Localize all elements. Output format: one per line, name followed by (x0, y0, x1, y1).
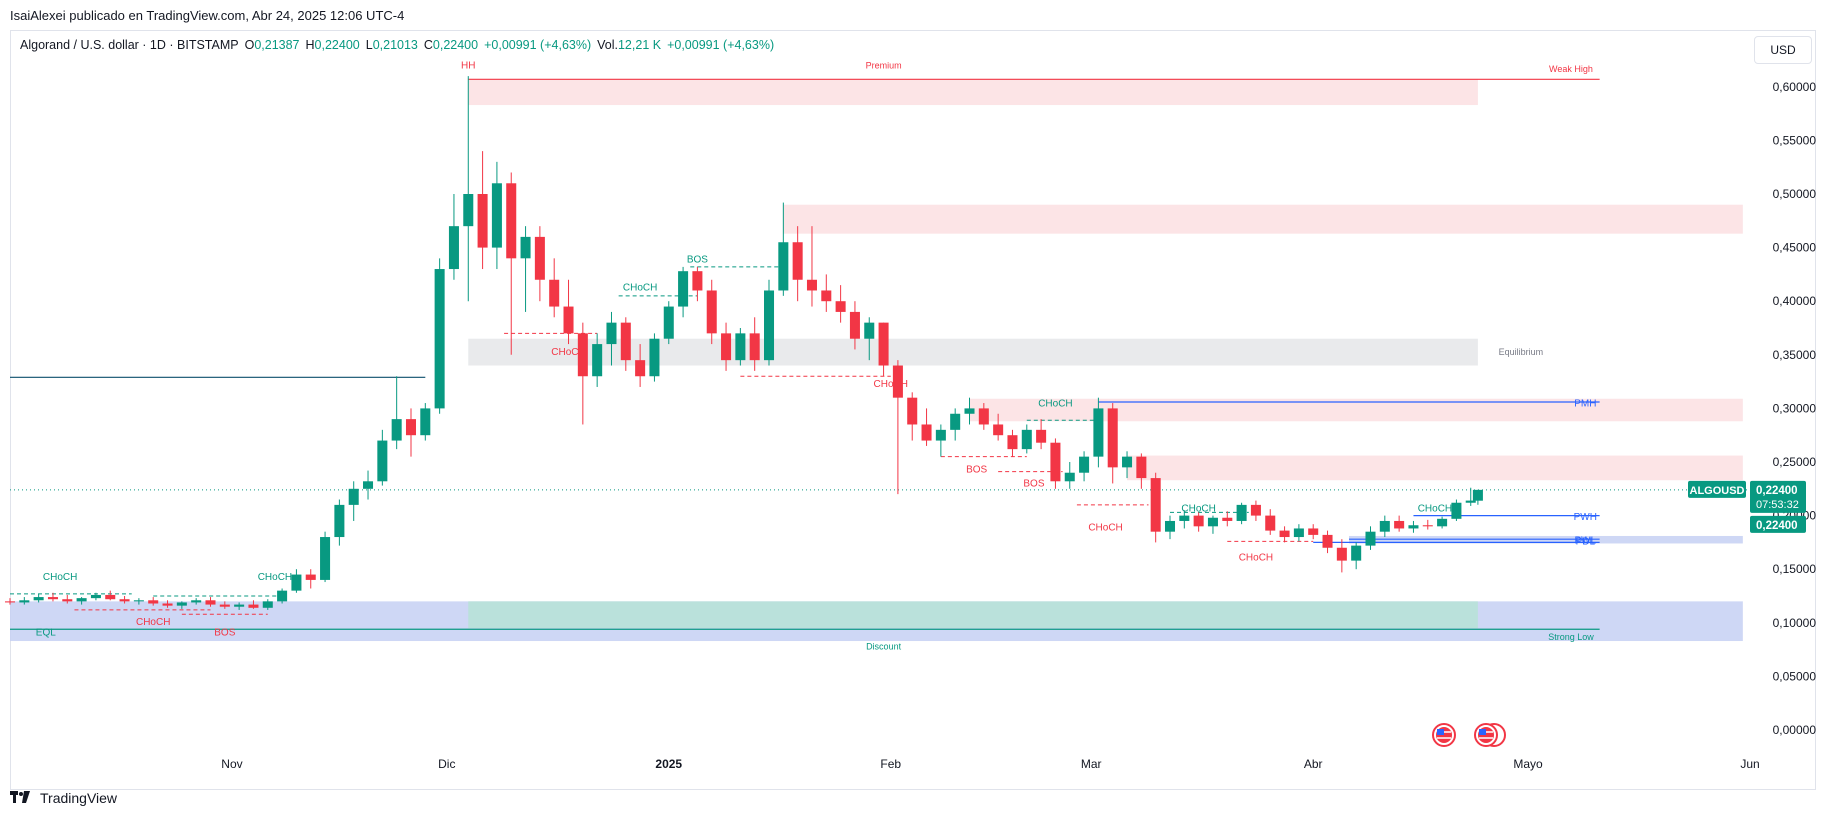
vol-value: 12,21 K (617, 38, 662, 52)
high-label: H (305, 38, 315, 52)
currency-button[interactable]: USD (1754, 36, 1812, 64)
symbol-legend: Algorand / U.S. dollar · 1D · BITSTAMP O… (20, 38, 774, 52)
close-label: C (423, 38, 433, 52)
publisher-line: IsaiAlexei publicado en TradingView.com,… (10, 8, 405, 23)
tradingview-logo-icon (10, 791, 30, 803)
symbol-title[interactable]: Algorand / U.S. dollar · 1D · BITSTAMP (20, 38, 239, 52)
low-value: 0,21013 (372, 38, 418, 52)
close-value: 0,22400 (432, 38, 479, 52)
chart-panel (10, 30, 1816, 790)
vol-label: Vol. (597, 38, 618, 52)
vol-change-value: +0,00991 (+4,63%) (667, 38, 775, 52)
footer: TradingView (10, 790, 117, 806)
high-value: 0,22400 (314, 38, 360, 52)
open-label: O (244, 38, 255, 52)
footer-brand: TradingView (40, 790, 118, 806)
low-label: L (365, 38, 373, 52)
open-value: 0,21387 (254, 38, 300, 52)
change-value: +0,00991 (+4,63%) (484, 38, 592, 52)
